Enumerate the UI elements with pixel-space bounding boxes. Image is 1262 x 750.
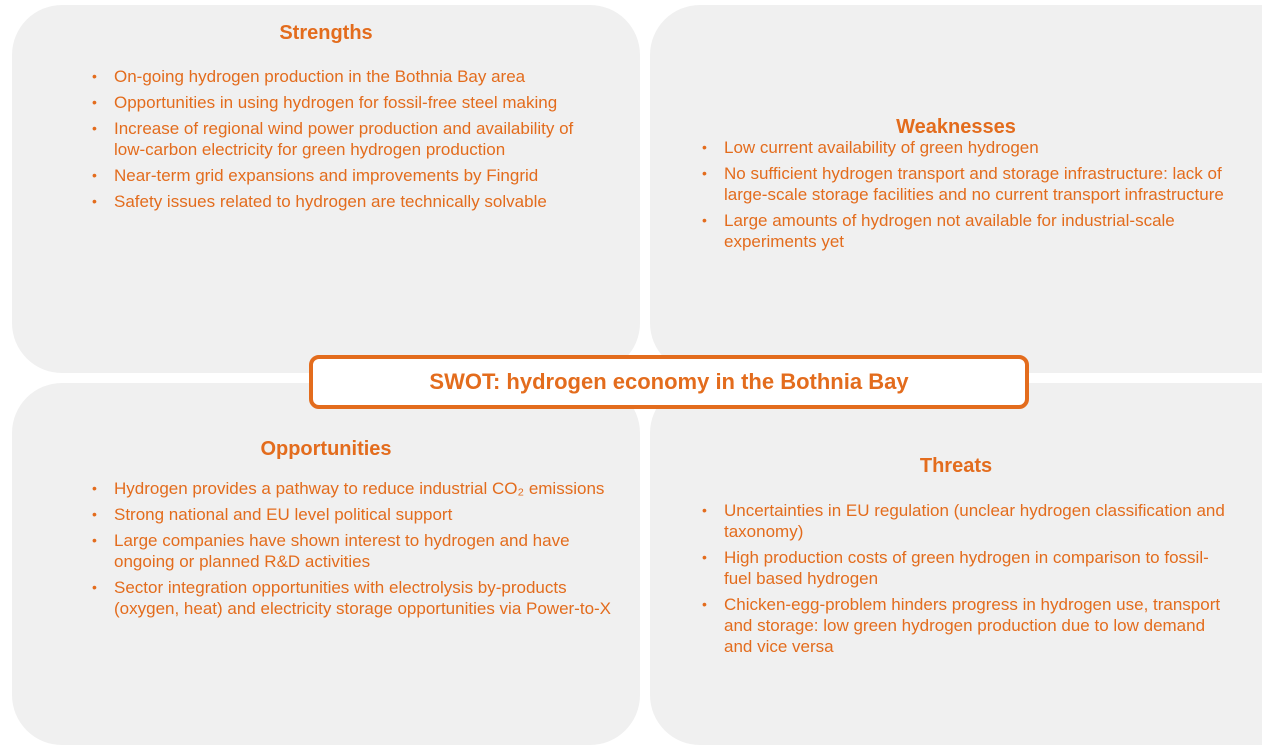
bullet-item: Sector integration opportunities with el… <box>82 577 622 619</box>
quadrant: Strengths On-going hydrogen production in… <box>12 5 640 373</box>
bullet-item: Large amounts of hydrogen not available … <box>692 210 1252 252</box>
bullet-item: Opportunities in using hydrogen for foss… <box>82 92 582 113</box>
quadrant: Threats Uncertainties in EU regulation (u… <box>650 383 1262 745</box>
bullet-list: Uncertainties in EU regulation (unclear … <box>692 500 1232 662</box>
bullet-item: Strong national and EU level political s… <box>82 504 622 525</box>
bullet-item: Increase of regional wind power producti… <box>82 118 582 160</box>
quadrant: Opportunities Hydrogen provides a pathway… <box>12 383 640 745</box>
bullet-list: Low current availability of green hydrog… <box>692 137 1252 257</box>
quadrant-heading: Weaknesses <box>896 116 1016 138</box>
bullet-item: Large companies have shown interest to h… <box>82 530 622 572</box>
bullet-item: No sufficient hydrogen transport and sto… <box>692 163 1252 205</box>
bullet-item: Uncertainties in EU regulation (unclear … <box>692 500 1232 542</box>
quadrant: WeaknessesLow current availability of gr… <box>650 5 1262 373</box>
bullet-item: Near-term grid expansions and improvemen… <box>82 165 582 186</box>
bullet-item: On-going hydrogen production in the Both… <box>82 66 582 87</box>
quadrant-heading: Strengths <box>279 22 373 44</box>
bullet-item: High production costs of green hydrogen … <box>692 547 1232 589</box>
quadrant-heading: Opportunities <box>260 438 392 460</box>
swot-title: SWOT: hydrogen economy in the Bothnia Ba… <box>309 355 1029 409</box>
bullet-item: Hydrogen provides a pathway to reduce in… <box>82 478 622 499</box>
bullet-item: Chicken-egg-problem hinders progress in … <box>692 594 1232 657</box>
bullet-item: Low current availability of green hydrog… <box>692 137 1252 158</box>
bullet-list: Hydrogen provides a pathway to reduce in… <box>82 478 622 624</box>
quadrant-heading: Threats <box>919 455 993 477</box>
bullet-list: On-going hydrogen production in the Both… <box>82 66 582 217</box>
bullet-item: Safety issues related to hydrogen are te… <box>82 191 582 212</box>
